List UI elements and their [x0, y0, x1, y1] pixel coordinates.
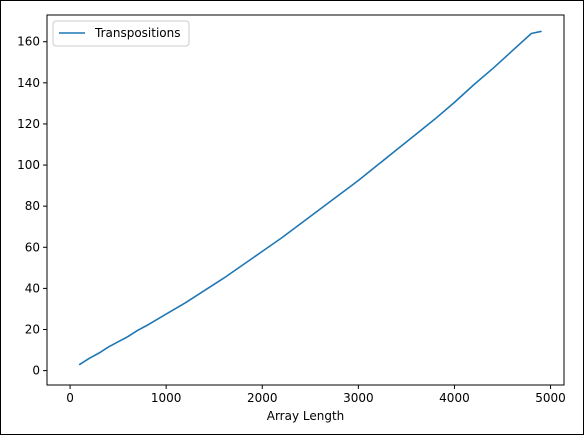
- legend: Transpositions: [52, 20, 190, 47]
- y-tick-label: 0: [32, 364, 40, 378]
- x-tick-label: 1000: [151, 391, 182, 405]
- y-tick-label: 80: [25, 199, 40, 213]
- x-axis-label: Array Length: [267, 409, 345, 423]
- y-tick-label: 60: [25, 240, 40, 254]
- legend-box: [52, 20, 190, 47]
- series-line-transpositions: [78, 30, 542, 366]
- y-axis-ticks: 0 20 40 60 80 100 120 140 160: [17, 35, 47, 378]
- x-tick-label: 2000: [247, 391, 278, 405]
- y-tick-label: 20: [25, 323, 40, 337]
- x-tick-label: 4000: [439, 391, 470, 405]
- x-tick-label: 3000: [343, 391, 374, 405]
- y-tick-label: 160: [17, 35, 40, 49]
- x-axis-ticks: 0 1000 2000 3000 4000 5000: [66, 385, 566, 405]
- legend-label: Transpositions: [94, 26, 181, 40]
- y-tick-label: 120: [17, 117, 40, 131]
- y-tick-label: 140: [17, 76, 40, 90]
- series-layer: [78, 30, 542, 366]
- y-tick-label: 40: [25, 281, 40, 295]
- y-tick-label: 100: [17, 158, 40, 172]
- axes-frame: [46, 14, 565, 386]
- x-tick-label: 0: [66, 391, 74, 405]
- plot-area: 0 1000 2000 3000 4000 5000 0 20 40 60 80 100 120 140…: [17, 14, 566, 405]
- x-tick-label: 5000: [535, 391, 566, 405]
